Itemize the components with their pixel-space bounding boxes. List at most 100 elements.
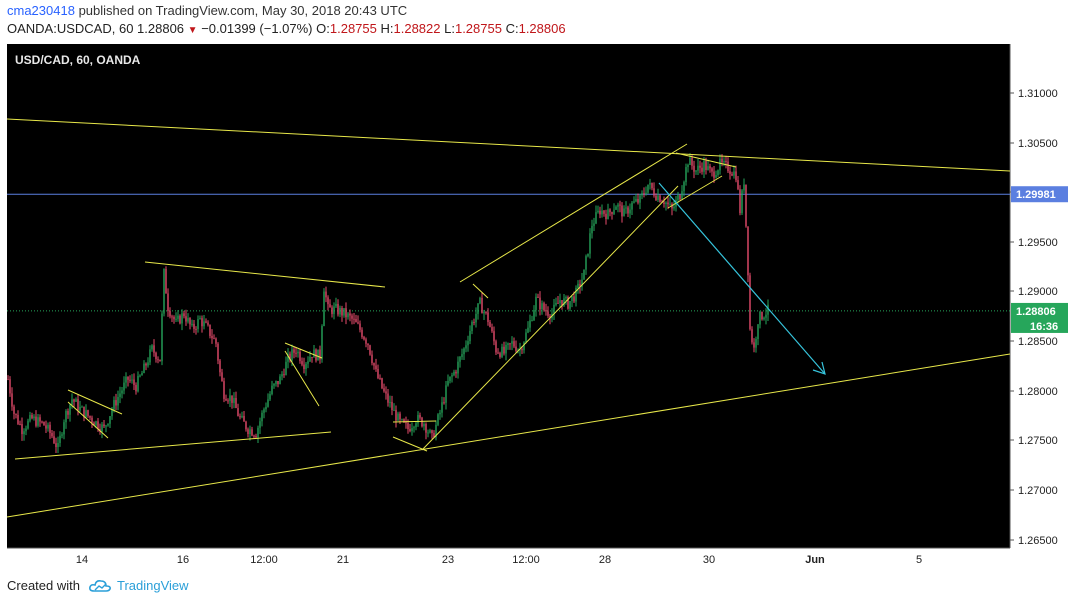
candle-body — [539, 297, 541, 310]
x-tick-label: 30 — [703, 554, 715, 566]
candle-body — [711, 168, 713, 172]
candle-body — [657, 195, 659, 201]
time-axis — [7, 548, 1010, 572]
candle-body — [405, 422, 407, 424]
candle-body — [449, 376, 451, 381]
candle-body — [627, 207, 629, 214]
candle-body — [215, 338, 217, 344]
candle-body — [157, 359, 159, 361]
candle-body — [309, 356, 311, 362]
candle-body — [443, 402, 445, 404]
candle-body — [225, 398, 227, 401]
candle-body — [261, 412, 263, 422]
candle-body — [155, 352, 157, 360]
candle-body — [577, 283, 579, 288]
candle-body — [723, 160, 725, 163]
change-text: −0.01399 (−1.07%) — [201, 21, 313, 36]
candle-body — [583, 269, 585, 280]
candle-body — [541, 303, 543, 310]
candle-body — [185, 316, 187, 322]
candle-body — [547, 311, 549, 316]
candle-body — [719, 158, 721, 171]
candle-body — [161, 313, 163, 362]
candle-body — [763, 317, 765, 320]
candle-body — [703, 160, 705, 172]
candle-body — [209, 324, 211, 336]
candle-body — [603, 210, 605, 214]
candle-body — [169, 311, 171, 317]
candle-body — [85, 410, 87, 418]
author-link[interactable]: cma230418 — [7, 3, 75, 18]
candle-body — [307, 361, 309, 364]
candle-body — [655, 195, 657, 201]
forecast-arrow — [658, 182, 826, 375]
candle-body — [385, 391, 387, 394]
candle-body — [735, 171, 737, 181]
candle-body — [351, 315, 353, 319]
candle-body — [649, 182, 651, 185]
candle-body — [407, 423, 409, 430]
candle-body — [259, 421, 261, 428]
candle-body — [53, 436, 55, 444]
candle-body — [751, 329, 753, 343]
candle-body — [327, 297, 329, 305]
candle-body — [651, 182, 653, 189]
trend-line — [667, 175, 723, 209]
candle-body — [125, 376, 127, 383]
low-label: L: — [444, 21, 455, 36]
y-tick-label: 1.27500 — [1018, 435, 1058, 447]
candle-body — [499, 353, 501, 357]
candle-body — [229, 395, 231, 401]
candle-body — [219, 360, 221, 373]
candle-body — [761, 311, 763, 320]
candle-body — [401, 419, 403, 421]
candle-body — [177, 315, 179, 319]
candle-body — [497, 352, 499, 354]
candle-body — [633, 201, 635, 203]
candle-body — [199, 318, 201, 320]
candle-body — [289, 353, 291, 360]
tradingview-link[interactable]: TradingView — [116, 578, 189, 593]
price-chart[interactable]: USD/CAD, 60, OANDA1.310001.305001.300001… — [0, 40, 1069, 572]
candle-body — [537, 296, 539, 298]
candle-body — [599, 210, 601, 215]
candle-body — [523, 342, 525, 351]
candle-body — [525, 332, 527, 343]
candle-body — [133, 379, 135, 385]
y-tick-label: 1.28500 — [1018, 336, 1058, 348]
candle-body — [77, 399, 79, 411]
y-tick-label: 1.27000 — [1018, 485, 1058, 497]
candle-body — [505, 344, 507, 354]
x-tick-label: 12:00 — [250, 554, 278, 566]
candle-body — [29, 415, 31, 421]
candle-body — [353, 318, 355, 320]
candle-body — [23, 431, 25, 435]
candle-body — [331, 307, 333, 314]
candle-body — [191, 323, 193, 325]
candle-body — [753, 342, 755, 348]
trend-line — [392, 420, 437, 423]
candle-body — [15, 413, 17, 415]
candle-body — [303, 364, 305, 370]
tradingview-cloud-icon — [89, 579, 111, 592]
trend-line — [14, 431, 332, 460]
created-with-text: Created with — [7, 578, 80, 593]
candle-body — [19, 423, 21, 425]
candle-body — [167, 293, 169, 312]
candle-body — [333, 306, 335, 314]
candle-body — [179, 315, 181, 324]
chart-title: USD/CAD, 60, OANDA — [15, 53, 141, 67]
candle-body — [65, 411, 67, 423]
candle-body — [67, 411, 69, 415]
candle-body — [131, 379, 133, 381]
close-value: 1.28806 — [518, 21, 566, 36]
candle-body — [175, 318, 177, 320]
candle-body — [381, 378, 383, 389]
candle-body — [631, 202, 633, 210]
candle-body — [515, 346, 517, 352]
candle-body — [295, 352, 297, 354]
candle-body — [11, 393, 13, 407]
candle-body — [481, 297, 483, 314]
candle-body — [477, 303, 479, 314]
candle-body — [731, 173, 733, 176]
